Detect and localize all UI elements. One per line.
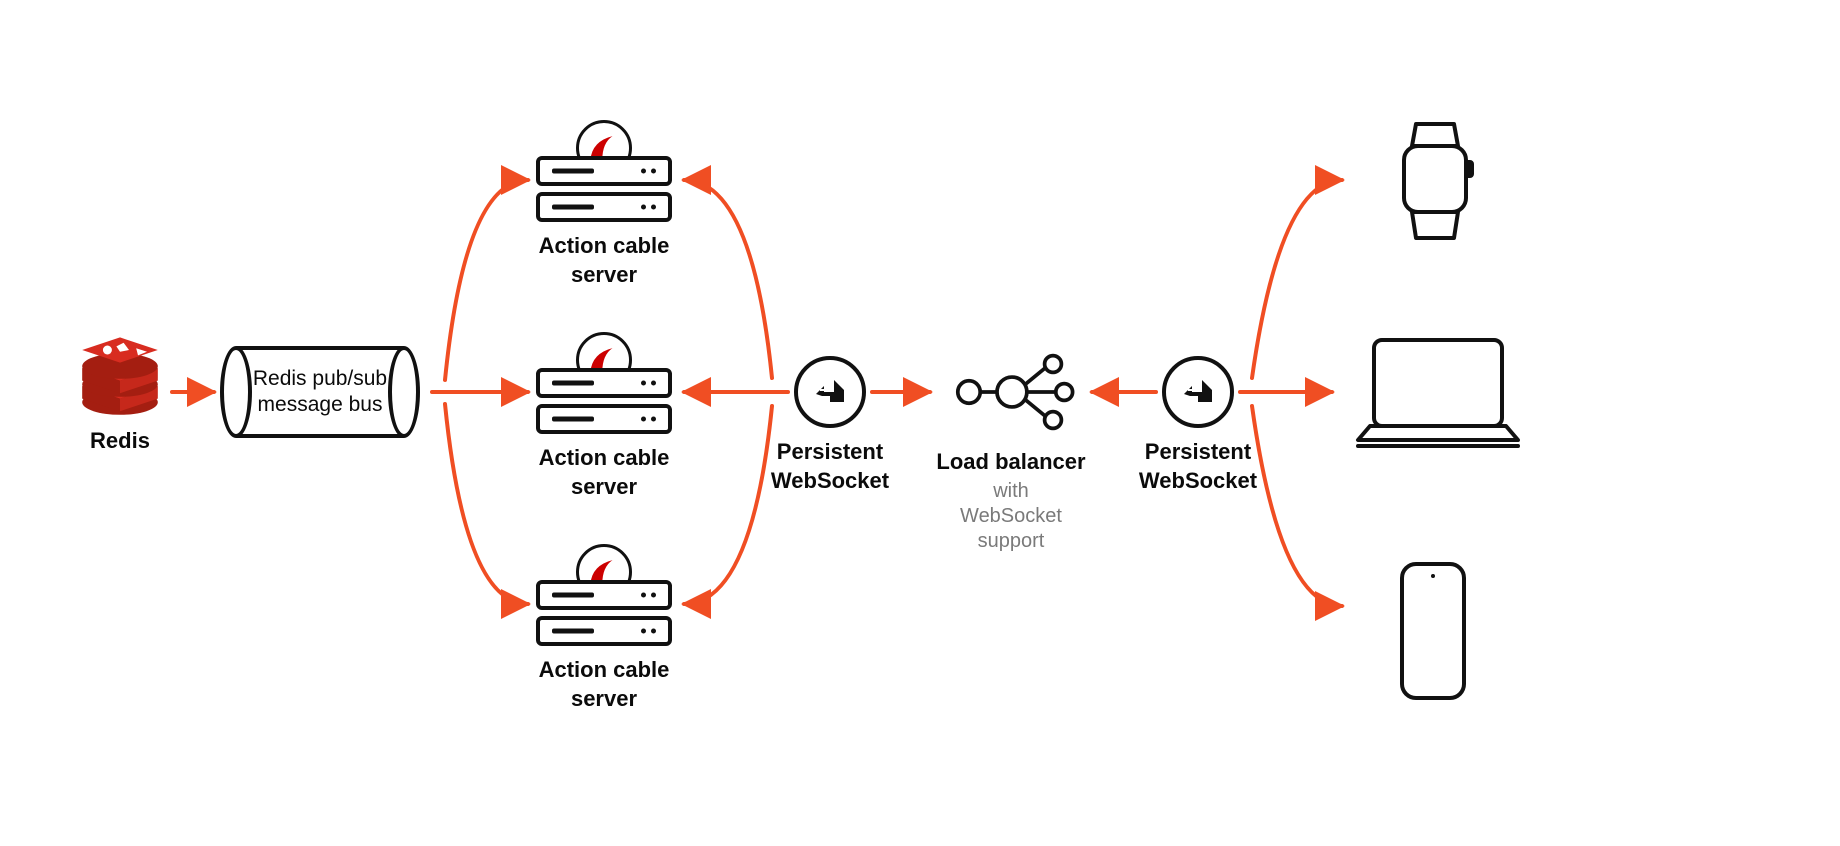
phone-icon bbox=[1388, 556, 1478, 706]
ws1-label: Persistent WebSocket bbox=[770, 438, 890, 495]
load-balancer: Load balancer with WebSocket support bbox=[936, 342, 1086, 554]
redis-node: Redis bbox=[75, 332, 165, 456]
websocket-1: Persistent WebSocket bbox=[770, 356, 890, 495]
load-balancer-icon bbox=[941, 342, 1081, 442]
lb-sublabel: with WebSocket support bbox=[936, 479, 1086, 554]
acs3-label: Action cable server bbox=[536, 656, 672, 713]
watch-icon bbox=[1380, 118, 1490, 248]
websocket-icon bbox=[1162, 356, 1234, 428]
device-watch bbox=[1380, 118, 1490, 253]
acs1-label: Action cable server bbox=[536, 232, 672, 289]
websocket-icon bbox=[794, 356, 866, 428]
action-cable-server-3: Action cable server bbox=[536, 574, 672, 713]
redis-icon bbox=[75, 332, 165, 422]
laptop-icon bbox=[1348, 330, 1528, 460]
lb-label: Load balancer bbox=[936, 448, 1086, 477]
message-bus-node: Redis pub/sub message bus bbox=[220, 346, 420, 438]
device-laptop bbox=[1348, 330, 1528, 465]
websocket-2: Persistent WebSocket bbox=[1138, 356, 1258, 495]
action-cable-server-1: Action cable server bbox=[536, 150, 672, 289]
device-phone bbox=[1388, 556, 1478, 711]
ws2-label: Persistent WebSocket bbox=[1138, 438, 1258, 495]
action-cable-server-2: Action cable server bbox=[536, 362, 672, 501]
message-bus-label: Redis pub/sub message bus bbox=[220, 366, 420, 419]
acs2-label: Action cable server bbox=[536, 444, 672, 501]
redis-label: Redis bbox=[75, 427, 165, 456]
